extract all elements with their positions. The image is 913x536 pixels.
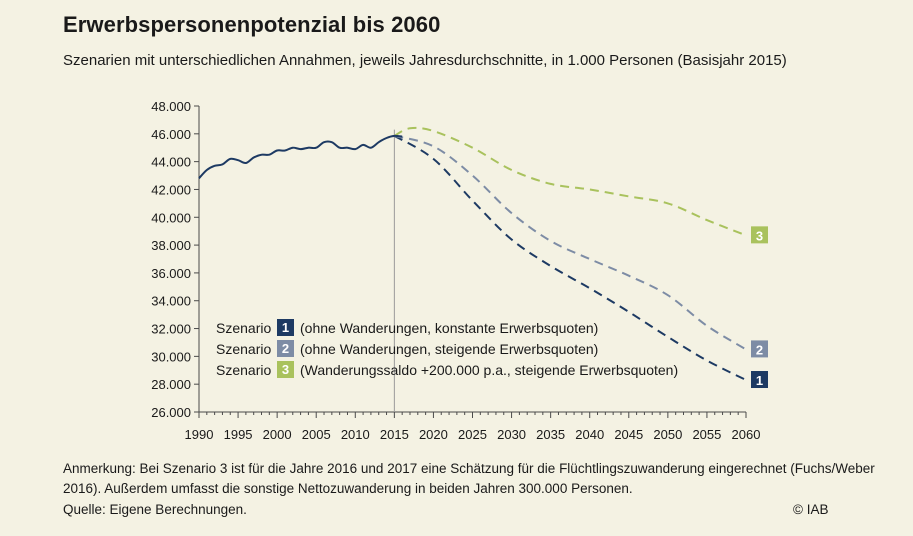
x-tick-label: 2055 xyxy=(692,427,721,442)
legend-description: (ohne Wanderungen, steigende Erwerbsquot… xyxy=(300,341,598,357)
end-labels: 3 2 1 xyxy=(751,226,768,389)
y-tick-label: 36.000 xyxy=(151,266,191,281)
x-tick-label: 2035 xyxy=(536,427,565,442)
y-tick-label: 44.000 xyxy=(151,155,191,170)
annotation-note: Anmerkung: Bei Szenario 3 ist für die Ja… xyxy=(63,461,875,496)
end-label-text: 3 xyxy=(756,228,763,243)
series-line-szenario-2 xyxy=(394,134,747,351)
end-label-text: 1 xyxy=(756,373,763,388)
legend-description: (ohne Wanderungen, konstante Erwerbsquot… xyxy=(300,320,598,336)
y-tick-label: 42.000 xyxy=(151,182,191,197)
axes: 26.000 28.000 30.000 32.000 34.000 36.000 38.0… xyxy=(151,99,760,442)
y-tick-label: 46.000 xyxy=(151,127,191,142)
x-tick-label: 2000 xyxy=(263,427,292,442)
y-tick-label: 48.000 xyxy=(151,99,191,114)
y-tick-label: 38.000 xyxy=(151,238,191,253)
chart-title: Erwerbspersonenpotenzial bis 2060 xyxy=(63,12,441,37)
series-line-szenario-1 xyxy=(393,135,747,381)
x-tick-label: 2050 xyxy=(653,427,682,442)
series-line-szenario-3 xyxy=(393,126,747,237)
x-tick-label: 2045 xyxy=(614,427,643,442)
y-tick-label: 30.000 xyxy=(151,349,191,364)
x-tick-label: 2010 xyxy=(341,427,370,442)
y-tick-label: 26.000 xyxy=(151,405,191,420)
series-lines xyxy=(198,126,747,381)
x-tick-label: 1995 xyxy=(224,427,253,442)
legend: Szenario 1 (ohne Wanderungen, konstante Er… xyxy=(216,319,678,378)
copyright: © IAB xyxy=(793,502,829,517)
legend-badge-number: 3 xyxy=(282,362,289,377)
legend-prefix: Szenario xyxy=(216,320,271,336)
end-label-badge xyxy=(751,340,768,358)
y-tick-label: 32.000 xyxy=(151,322,191,337)
legend-badge xyxy=(277,340,294,357)
x-tick-label: 2030 xyxy=(497,427,526,442)
y-tick-label: 40.000 xyxy=(151,210,191,225)
legend-badge xyxy=(277,319,294,336)
legend-description: (Wanderungssaldo +200.000 p.a., steigend… xyxy=(300,362,678,378)
source-note: Quelle: Eigene Berechnungen. xyxy=(63,502,247,517)
end-label-badge xyxy=(751,371,768,389)
x-tick-label: 2005 xyxy=(302,427,331,442)
legend-badge-number: 1 xyxy=(282,320,289,335)
legend-prefix: Szenario xyxy=(216,362,271,378)
y-tick-label: 34.000 xyxy=(151,294,191,309)
y-tick-label: 28.000 xyxy=(151,377,191,392)
x-tick-label: 2040 xyxy=(575,427,604,442)
series-line-historisch xyxy=(198,134,403,179)
legend-badge xyxy=(277,361,294,378)
x-tick-label: 1990 xyxy=(185,427,214,442)
end-label-text: 2 xyxy=(756,342,763,357)
chart-subtitle: Szenarien mit unterschiedlichen Annahmen… xyxy=(63,52,787,69)
legend-badge-number: 2 xyxy=(282,341,289,356)
x-tick-label: 2020 xyxy=(419,427,448,442)
x-tick-label: 2015 xyxy=(380,427,409,442)
x-tick-label: 2060 xyxy=(732,427,761,442)
legend-prefix: Szenario xyxy=(216,341,271,357)
end-label-badge xyxy=(751,226,768,244)
x-tick-label: 2025 xyxy=(458,427,487,442)
